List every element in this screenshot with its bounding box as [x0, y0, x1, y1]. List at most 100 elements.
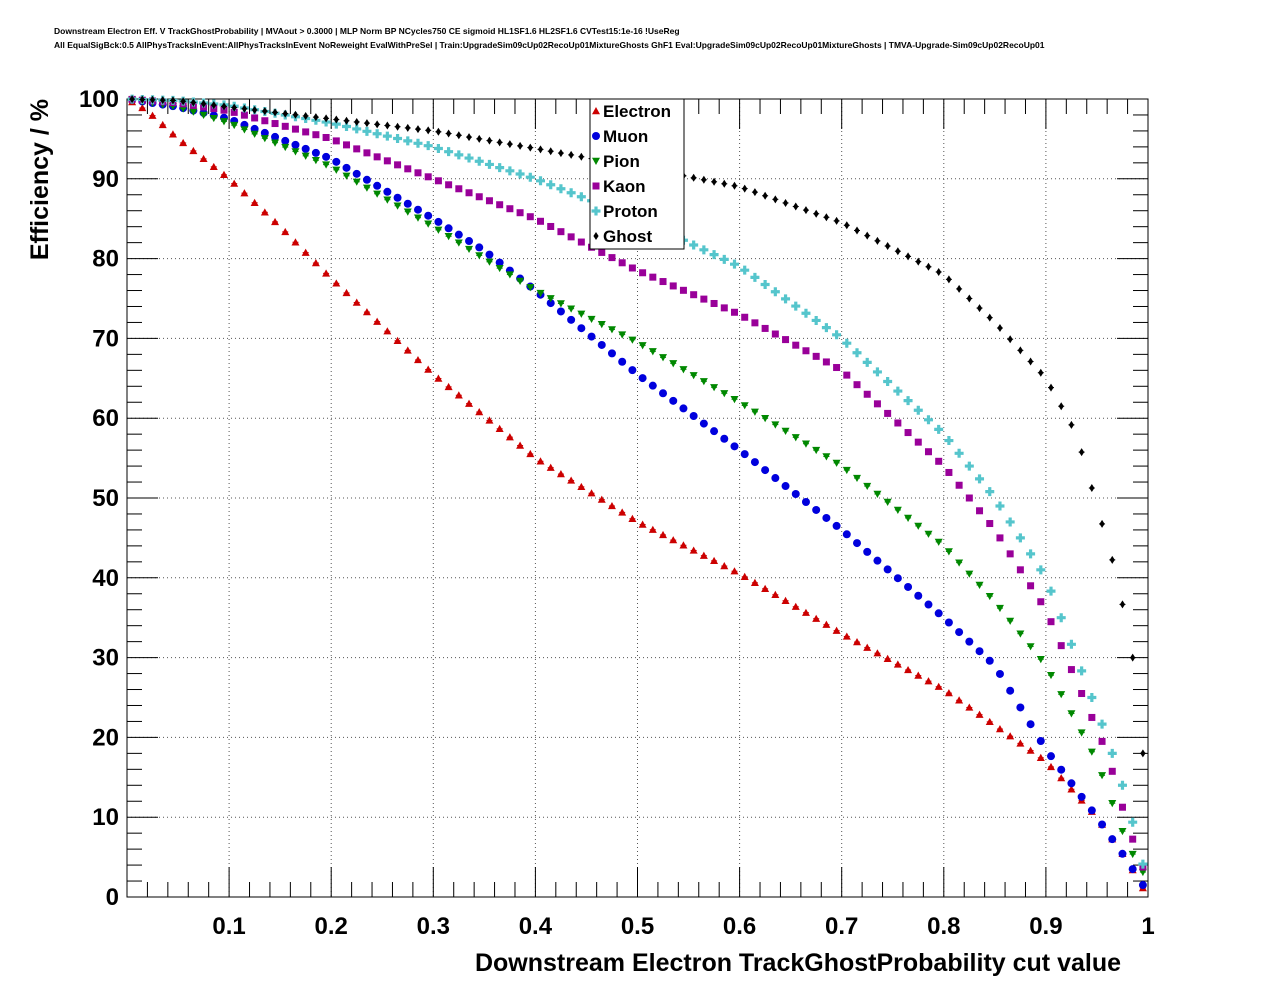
data-point [699, 551, 708, 559]
data-point [1057, 691, 1066, 699]
data-point [1057, 765, 1066, 774]
data-point [556, 184, 566, 194]
data-point [956, 284, 962, 293]
legend-entry-muon: Muon [592, 127, 648, 146]
data-point [476, 134, 482, 143]
data-point [373, 153, 381, 161]
data-point [333, 115, 339, 124]
data-point [332, 157, 341, 166]
x-tick-label: 1 [1141, 913, 1154, 940]
data-point [444, 224, 453, 233]
data-point [506, 205, 514, 213]
data-point [148, 111, 157, 119]
data-point [301, 152, 310, 160]
data-point [1006, 617, 1015, 625]
data-point [832, 459, 841, 467]
grid-lines [127, 99, 1148, 897]
data-point [1087, 806, 1096, 815]
data-point [1119, 600, 1126, 609]
data-point [924, 600, 933, 609]
data-point [740, 450, 749, 459]
data-point [709, 250, 719, 260]
data-point [853, 638, 862, 646]
data-point [1098, 820, 1107, 829]
data-point [1128, 850, 1137, 859]
data-point [536, 176, 546, 186]
data-point [1006, 732, 1015, 740]
data-point [813, 209, 819, 218]
data-point [495, 424, 504, 432]
data-point [516, 441, 525, 449]
data-point [965, 570, 974, 578]
data-point [1016, 739, 1025, 747]
data-point [924, 530, 933, 538]
y-tick-label: 0 [106, 884, 119, 911]
data-point [883, 498, 892, 506]
data-point [792, 341, 800, 349]
data-point [791, 490, 800, 499]
data-point [415, 125, 421, 134]
data-point [547, 222, 555, 230]
data-point [383, 196, 392, 204]
data-point [985, 717, 994, 726]
data-point [403, 199, 412, 208]
data-point [639, 269, 647, 277]
legend-entry-ghost: Ghost [593, 227, 652, 246]
data-point [342, 288, 351, 297]
data-point [505, 271, 514, 279]
data-point [322, 134, 330, 142]
x-tick-label: 0.3 [417, 913, 450, 940]
data-point [904, 582, 913, 591]
data-point [241, 104, 248, 113]
data-point [842, 632, 851, 640]
data-point [801, 497, 810, 506]
data-point [1015, 533, 1025, 543]
data-point [362, 126, 372, 136]
data-point [1138, 868, 1147, 877]
data-point [362, 175, 371, 184]
data-point [219, 118, 228, 126]
data-point [975, 710, 984, 718]
legend-box [589, 98, 685, 250]
legend-marker [592, 107, 600, 115]
data-point [282, 109, 288, 118]
data-point [444, 147, 454, 157]
data-point [638, 520, 647, 528]
data-point [874, 236, 881, 245]
data-point [332, 166, 341, 174]
data-point [833, 216, 840, 225]
data-point [699, 419, 708, 428]
data-point [567, 315, 576, 324]
data-point [741, 313, 749, 321]
data-point [424, 173, 432, 181]
data-point [597, 495, 606, 503]
data-point [934, 424, 944, 434]
data-point [710, 299, 718, 307]
data-point [936, 267, 942, 276]
data-point [862, 357, 872, 367]
y-tick-label: 60 [92, 405, 119, 432]
data-point [403, 346, 412, 354]
legend-label: Electron [603, 102, 671, 121]
data-point [434, 217, 443, 226]
data-point [485, 197, 493, 205]
data-point [772, 195, 778, 204]
legend-marker [592, 157, 600, 165]
data-point [893, 574, 902, 583]
data-point [923, 415, 933, 425]
data-point [853, 539, 862, 548]
data-point [761, 466, 770, 475]
data-point [1057, 774, 1066, 782]
data-point [699, 378, 708, 386]
data-point [577, 238, 585, 246]
data-point [475, 243, 484, 252]
y-tick-labels: 0 10 20 30 40 50 60 70 80 90 100 [79, 86, 119, 911]
data-point [1058, 402, 1064, 411]
data-point [597, 321, 606, 329]
data-point [465, 399, 474, 407]
data-point [1017, 346, 1023, 355]
data-point [260, 135, 269, 143]
data-point [578, 152, 584, 161]
data-point [893, 506, 902, 514]
data-point [404, 165, 412, 173]
